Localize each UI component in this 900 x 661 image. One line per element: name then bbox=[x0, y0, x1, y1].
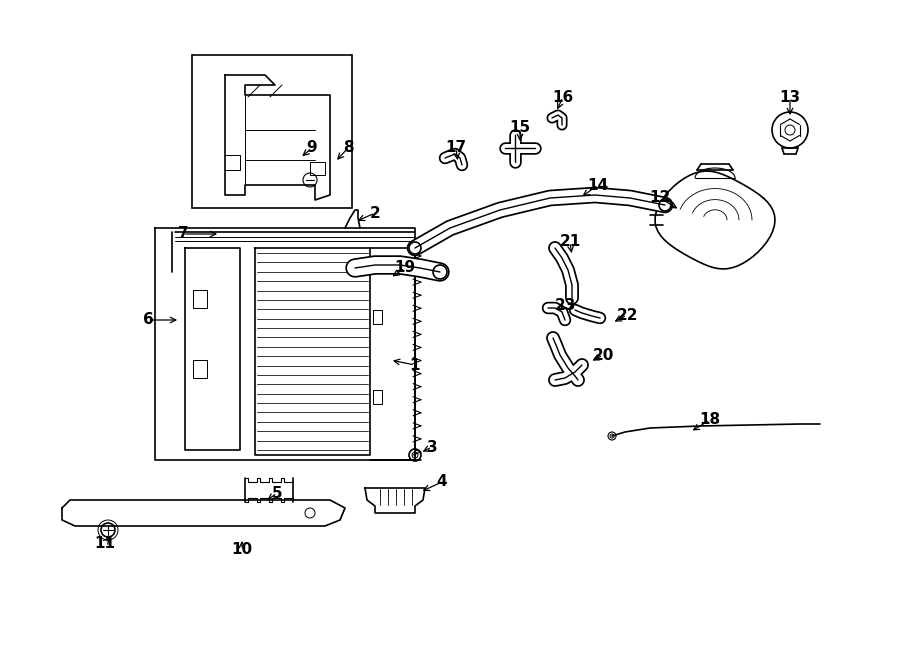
Text: 23: 23 bbox=[554, 297, 576, 313]
Text: 21: 21 bbox=[560, 235, 580, 249]
Text: 20: 20 bbox=[592, 348, 614, 362]
Text: 22: 22 bbox=[616, 307, 638, 323]
Text: 12: 12 bbox=[650, 190, 670, 206]
Text: 15: 15 bbox=[509, 120, 531, 136]
Bar bbox=[192, 55, 352, 208]
Text: 18: 18 bbox=[699, 412, 721, 428]
Text: 7: 7 bbox=[177, 227, 188, 241]
Text: 17: 17 bbox=[446, 141, 466, 155]
Text: 4: 4 bbox=[436, 475, 447, 490]
Text: 6: 6 bbox=[142, 313, 153, 327]
Text: 14: 14 bbox=[588, 178, 608, 192]
Text: 3: 3 bbox=[427, 440, 437, 455]
Text: 8: 8 bbox=[343, 141, 354, 155]
Text: 5: 5 bbox=[272, 485, 283, 500]
Text: 9: 9 bbox=[307, 141, 318, 155]
Text: 10: 10 bbox=[231, 543, 253, 557]
Text: 13: 13 bbox=[779, 91, 801, 106]
Text: 19: 19 bbox=[394, 260, 416, 276]
Text: 2: 2 bbox=[370, 206, 381, 221]
Text: 1: 1 bbox=[410, 358, 420, 373]
Text: 11: 11 bbox=[94, 535, 115, 551]
Text: 16: 16 bbox=[553, 89, 573, 104]
